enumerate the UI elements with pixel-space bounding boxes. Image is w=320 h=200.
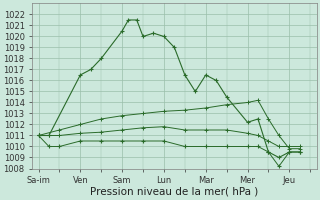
X-axis label: Pression niveau de la mer( hPa ): Pression niveau de la mer( hPa ) <box>90 187 259 197</box>
